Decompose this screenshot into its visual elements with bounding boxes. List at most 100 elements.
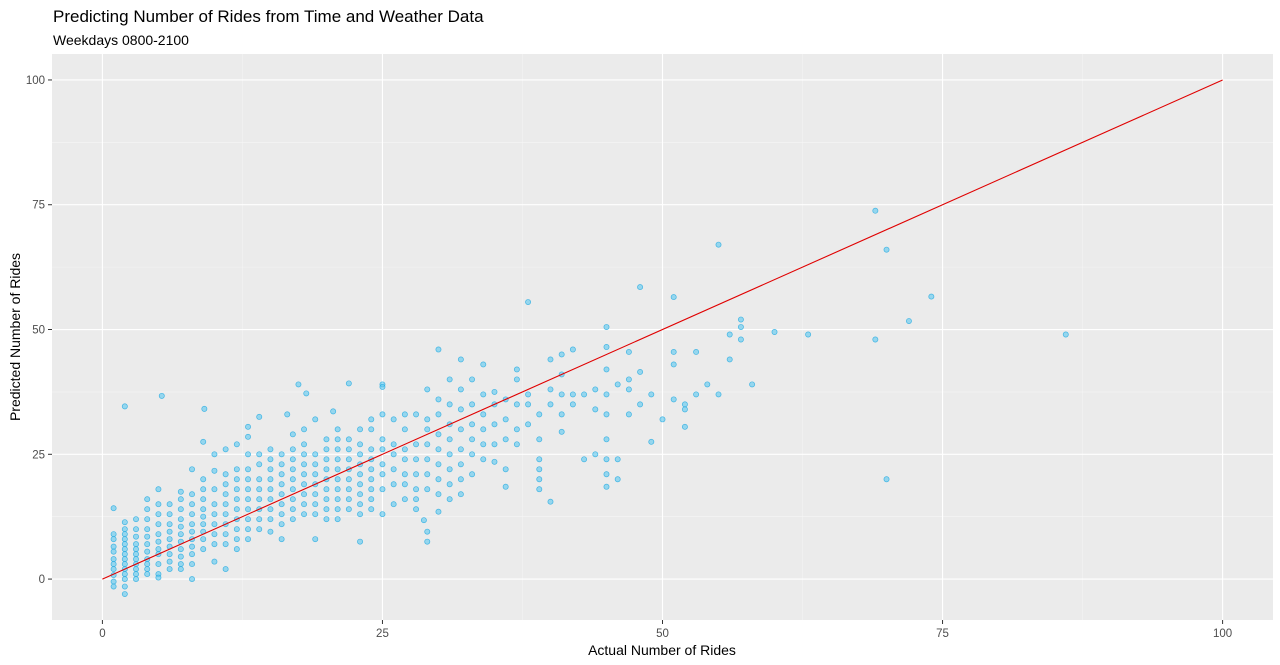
data-point	[592, 406, 599, 413]
data-point	[121, 541, 128, 548]
data-point	[144, 571, 151, 578]
data-point	[177, 531, 184, 538]
data-point	[379, 411, 386, 418]
data-point	[312, 501, 319, 508]
data-point	[301, 426, 307, 433]
data-point	[121, 583, 128, 590]
data-point	[289, 486, 296, 493]
data-point	[368, 476, 375, 483]
data-point	[491, 421, 498, 428]
data-point	[435, 411, 442, 418]
data-point	[345, 476, 352, 483]
data-point	[166, 521, 173, 528]
data-point	[312, 461, 319, 468]
data-point	[357, 501, 364, 508]
chart-title: Predicting Number of Rides from Time and…	[53, 7, 484, 26]
data-point	[401, 446, 408, 453]
data-point	[625, 376, 632, 383]
data-point	[457, 461, 464, 468]
data-point	[245, 451, 251, 458]
data-point	[110, 536, 117, 543]
data-point	[256, 516, 263, 523]
data-point	[603, 324, 610, 330]
data-point	[883, 476, 890, 483]
data-point	[301, 461, 307, 468]
data-point	[289, 466, 296, 473]
data-point	[177, 488, 184, 495]
data-point	[278, 501, 285, 508]
data-point	[289, 506, 296, 513]
data-point	[345, 446, 352, 453]
data-point	[110, 561, 117, 568]
data-point	[457, 386, 464, 393]
data-point	[536, 476, 543, 483]
data-point	[323, 506, 330, 513]
data-point	[222, 501, 229, 508]
data-point	[278, 521, 285, 528]
data-point	[189, 501, 195, 508]
data-point	[155, 574, 162, 581]
data-point	[110, 543, 117, 550]
data-points	[110, 207, 1069, 597]
data-point	[424, 416, 431, 423]
data-point	[737, 324, 744, 330]
data-point	[330, 408, 337, 415]
data-point	[581, 456, 588, 463]
data-point	[637, 368, 644, 375]
data-point	[704, 381, 711, 388]
data-point	[200, 496, 207, 503]
data-point	[256, 496, 263, 503]
chart-subtitle: Weekdays 0800-2100	[53, 32, 189, 48]
data-point	[581, 391, 588, 398]
data-point	[357, 471, 364, 478]
data-point	[625, 349, 632, 355]
data-point	[133, 566, 139, 573]
data-point	[110, 556, 117, 563]
data-point	[390, 451, 397, 458]
data-point	[155, 521, 162, 528]
data-point	[155, 511, 162, 518]
x-tick-label: 25	[376, 628, 389, 640]
data-point	[211, 541, 218, 548]
data-point	[121, 571, 128, 578]
data-point	[1062, 331, 1069, 338]
data-point	[245, 433, 251, 440]
data-point	[480, 441, 487, 448]
data-point	[200, 486, 207, 493]
data-point	[144, 526, 151, 533]
data-point	[345, 456, 352, 463]
data-point	[155, 501, 162, 508]
data-point	[413, 411, 420, 418]
data-point	[189, 561, 195, 568]
data-point	[278, 471, 285, 478]
data-point	[301, 471, 307, 478]
data-point	[547, 401, 554, 408]
data-point	[200, 476, 207, 483]
data-point	[670, 361, 677, 368]
data-point	[435, 446, 442, 453]
data-point	[569, 346, 576, 353]
data-point	[502, 466, 509, 473]
data-point	[256, 461, 263, 468]
data-point	[211, 467, 218, 474]
x-tick-label: 50	[656, 628, 669, 640]
data-point	[323, 446, 330, 453]
data-point	[357, 491, 364, 498]
data-point	[121, 561, 128, 568]
data-point	[303, 390, 310, 397]
data-point	[603, 436, 610, 443]
data-point	[536, 436, 543, 443]
data-point	[603, 344, 610, 350]
data-point	[278, 461, 285, 468]
data-point	[267, 486, 274, 493]
data-point	[334, 446, 341, 453]
data-point	[121, 551, 128, 558]
data-point	[289, 431, 296, 438]
data-point	[278, 481, 285, 488]
data-point	[592, 386, 599, 393]
data-point	[121, 591, 128, 597]
data-point	[536, 456, 543, 463]
data-point	[312, 416, 319, 423]
data-point	[133, 571, 139, 578]
data-point	[301, 511, 307, 518]
